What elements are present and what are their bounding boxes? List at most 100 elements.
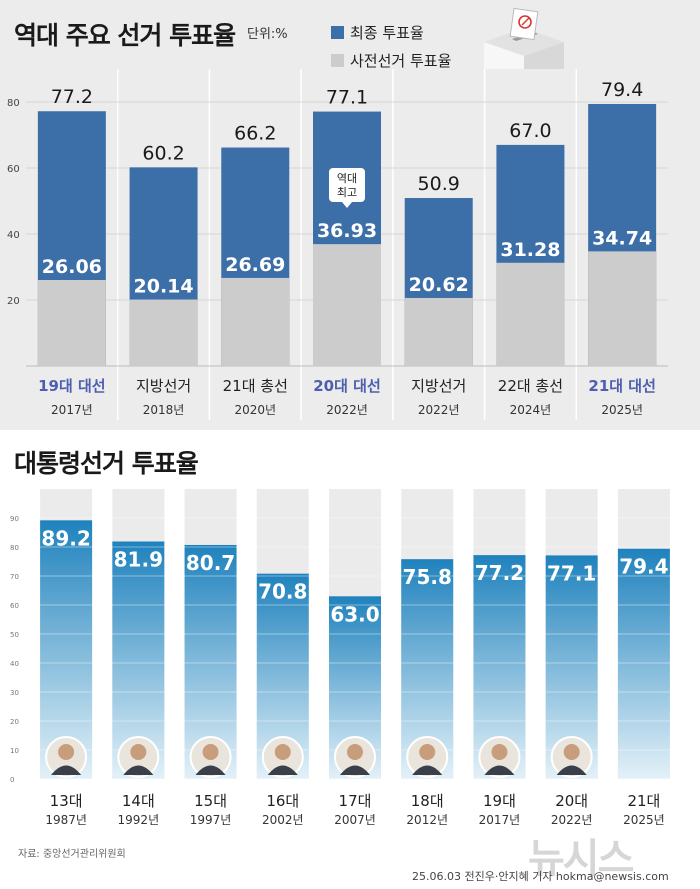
x-year-label: 2007년 — [334, 813, 376, 827]
president-portrait — [550, 736, 593, 778]
annotation-bubble — [329, 168, 365, 202]
x-year-label: 1987년 — [45, 813, 87, 827]
final-turnout-label: 77.2 — [51, 86, 93, 108]
president-portrait — [261, 736, 304, 778]
annotation-text: 최고 — [337, 186, 357, 199]
final-turnout-label: 67.0 — [509, 120, 551, 142]
final-turnout-label: 50.9 — [418, 173, 460, 195]
president-portrait — [189, 736, 232, 778]
y-tick-label: 80 — [7, 98, 20, 109]
early-turnout-bar — [404, 297, 473, 366]
legend-final-label: 최종 투표율 — [350, 24, 424, 42]
y-tick-label: 60 — [7, 164, 20, 175]
president-portrait — [406, 736, 449, 778]
early-turnout-bar — [313, 244, 381, 366]
x-category-label: 21대 총선 — [223, 377, 288, 395]
y-tick-label: 80 — [10, 544, 19, 552]
turnout-major-elections-panel: 역대 주요 선거 투표율 단위:% 최종 투표율 사전선거 투표율 20 40 60… — [0, 0, 700, 430]
x-category-label: 18대 — [411, 792, 444, 810]
early-turnout-bar — [37, 280, 106, 366]
x-year-label: 2022년 — [551, 813, 593, 827]
x-year-label: 2024년 — [510, 403, 552, 417]
major-elections-chart: 20 40 60 80 77.2 26.06 19대 대선 2017년 60.2 20.14 지방선… — [7, 69, 668, 420]
presidential-turnout-bar — [617, 548, 670, 779]
x-category-label: 20대 — [555, 792, 588, 810]
x-category-label: 21대 대선 — [588, 377, 656, 395]
legend-final-swatch — [331, 26, 344, 39]
presidential-value-label: 77.1 — [547, 561, 596, 585]
portrait-face — [491, 744, 508, 760]
x-category-label: 17대 — [339, 792, 372, 810]
y-tick-label: 40 — [10, 660, 19, 668]
y-tick-label: 20 — [7, 296, 20, 307]
x-year-label: 2025년 — [601, 403, 643, 417]
legend-final: 최종 투표율 — [331, 22, 424, 43]
presidential-turnout-bar — [40, 520, 93, 779]
portrait-suit — [340, 765, 370, 775]
early-turnout-label: 36.93 — [317, 220, 377, 242]
legend-early-label: 사전선거 투표율 — [350, 52, 452, 70]
early-turnout-label: 20.14 — [134, 276, 194, 298]
x-category-label: 19대 대선 — [38, 377, 106, 395]
y-tick-label: 30 — [10, 689, 19, 697]
president-portrait — [45, 736, 88, 778]
portrait-suit — [484, 765, 515, 775]
x-category-label: 16대 — [266, 792, 299, 810]
presidential-turnout-chart: 0 10 20 30 40 50 60 70 80 90 89.2 13대 1987년 81.9 14대 19… — [10, 489, 680, 827]
y-tick-label: 40 — [7, 230, 20, 241]
presidential-value-label: 63.0 — [330, 602, 379, 626]
x-category-label: 22대 총선 — [498, 377, 563, 395]
final-turnout-label: 60.2 — [142, 142, 184, 164]
x-year-label: 1992년 — [118, 813, 160, 827]
presidential-value-label: 80.7 — [186, 551, 235, 575]
x-year-label: 2018년 — [143, 403, 185, 417]
y-tick-label: 0 — [10, 776, 14, 784]
x-category-label: 15대 — [194, 792, 227, 810]
presidential-value-label: 81.9 — [114, 547, 163, 571]
y-tick-label: 50 — [10, 631, 19, 639]
portrait-face — [130, 744, 147, 760]
president-portrait — [117, 736, 160, 778]
early-turnout-label: 31.28 — [500, 239, 560, 261]
early-turnout-bar — [496, 262, 565, 366]
x-year-label: 2017년 — [51, 403, 93, 417]
final-turnout-label: 66.2 — [234, 123, 276, 145]
early-turnout-bar — [221, 277, 290, 366]
portrait-suit — [267, 765, 298, 775]
x-year-label: 2020년 — [234, 403, 276, 417]
portrait-face — [419, 744, 436, 760]
early-turnout-label: 26.69 — [225, 254, 285, 276]
early-turnout-label: 26.06 — [42, 256, 102, 278]
early-turnout-bar — [588, 251, 657, 366]
x-year-label: 2022년 — [418, 403, 460, 417]
x-category-label: 20대 대선 — [313, 377, 381, 395]
source-label: 자료: 중앙선거관리위원회 — [18, 849, 126, 860]
presidential-value-label: 75.8 — [403, 565, 452, 589]
portrait-suit — [123, 765, 154, 775]
y-tick-label: 60 — [10, 602, 19, 610]
x-year-label: 2022년 — [326, 403, 368, 417]
early-turnout-label: 34.74 — [592, 227, 652, 249]
portrait-face — [347, 744, 363, 760]
portrait-suit — [556, 765, 587, 775]
president-portrait — [478, 736, 521, 778]
y-tick-label: 20 — [10, 718, 19, 726]
annotation-pointer — [342, 202, 352, 208]
x-year-label: 2025년 — [623, 813, 665, 827]
portrait-face — [563, 744, 580, 760]
final-turnout-label: 79.4 — [601, 79, 643, 101]
x-year-label: 1997년 — [190, 813, 232, 827]
chart-title-presidential: 대통령선거 투표율 — [14, 449, 199, 478]
presidential-value-label: 79.4 — [619, 555, 668, 579]
x-category-label: 19대 — [483, 792, 516, 810]
chart-title-major: 역대 주요 선거 투표율 — [14, 21, 236, 50]
portrait-suit — [412, 765, 443, 775]
y-tick-label: 70 — [10, 573, 19, 581]
x-year-label: 2002년 — [262, 813, 304, 827]
annotation-text: 역대 — [337, 172, 357, 185]
x-category-label: 지방선거 — [136, 377, 191, 395]
presidential-value-label: 89.2 — [41, 526, 90, 550]
portrait-face — [274, 744, 291, 760]
x-category-label: 13대 — [50, 792, 83, 810]
portrait-face — [58, 744, 75, 760]
